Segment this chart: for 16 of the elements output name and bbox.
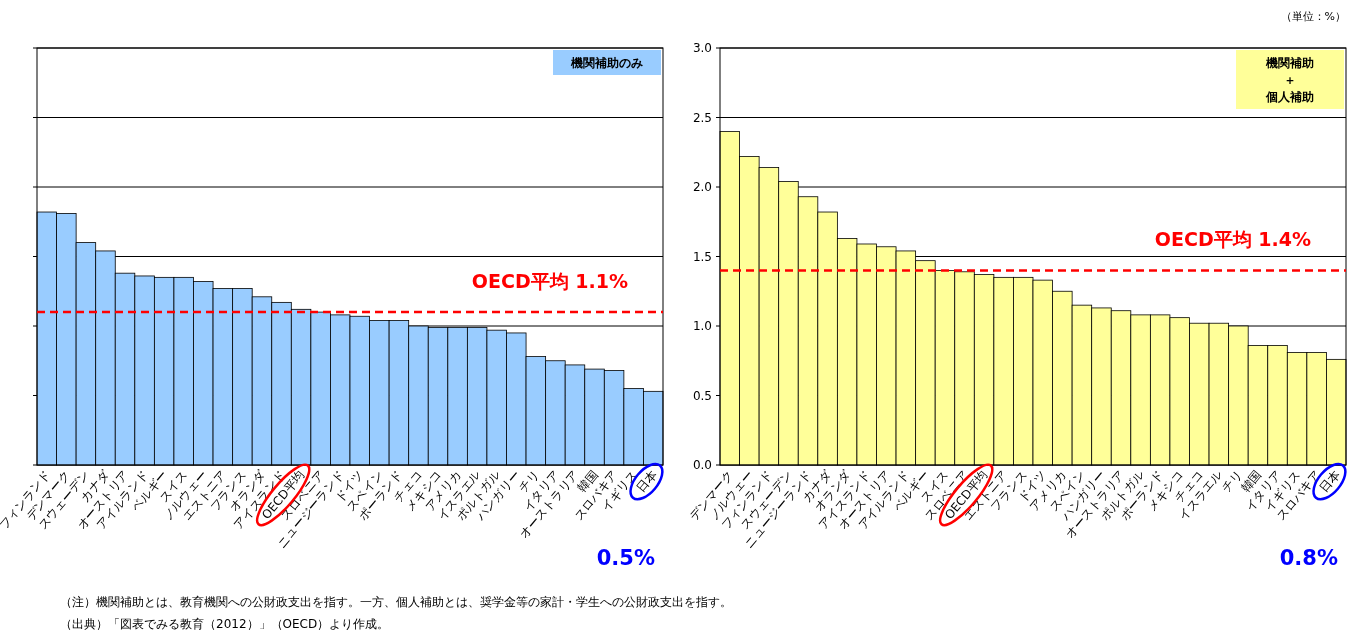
text: （出典）「図表でみる教育（2012）」（OECD）より作成。: [60, 617, 390, 631]
ref-line-label: OECD平均 1.4%: [1154, 228, 1311, 251]
text: 0.5%: [596, 546, 655, 570]
y-tick-label: 1.5: [692, 249, 712, 264]
y-tick-label: 0.5: [692, 388, 712, 403]
y-tick-label: 2.5: [692, 110, 712, 125]
y-tick-label: 3.0: [692, 41, 712, 55]
text: 機関補助＋個人補助: [1265, 56, 1314, 104]
y-tick-label: 1.0: [692, 319, 712, 333]
y-tick-label: 0.0: [692, 458, 712, 472]
y-tick-label: 2.0: [692, 180, 712, 194]
text: 機関補助のみ: [570, 56, 643, 70]
text: （注）機関補助とは、教育機関への公財政支出を指す。一方、個人補助とは、奨学金等の家計・学生への公財政支出を指す。: [60, 595, 732, 609]
ref-line-label: OECD平均 1.1%: [471, 270, 628, 293]
text: （単位：%）: [1280, 10, 1346, 23]
text: 0.8%: [1279, 546, 1338, 570]
